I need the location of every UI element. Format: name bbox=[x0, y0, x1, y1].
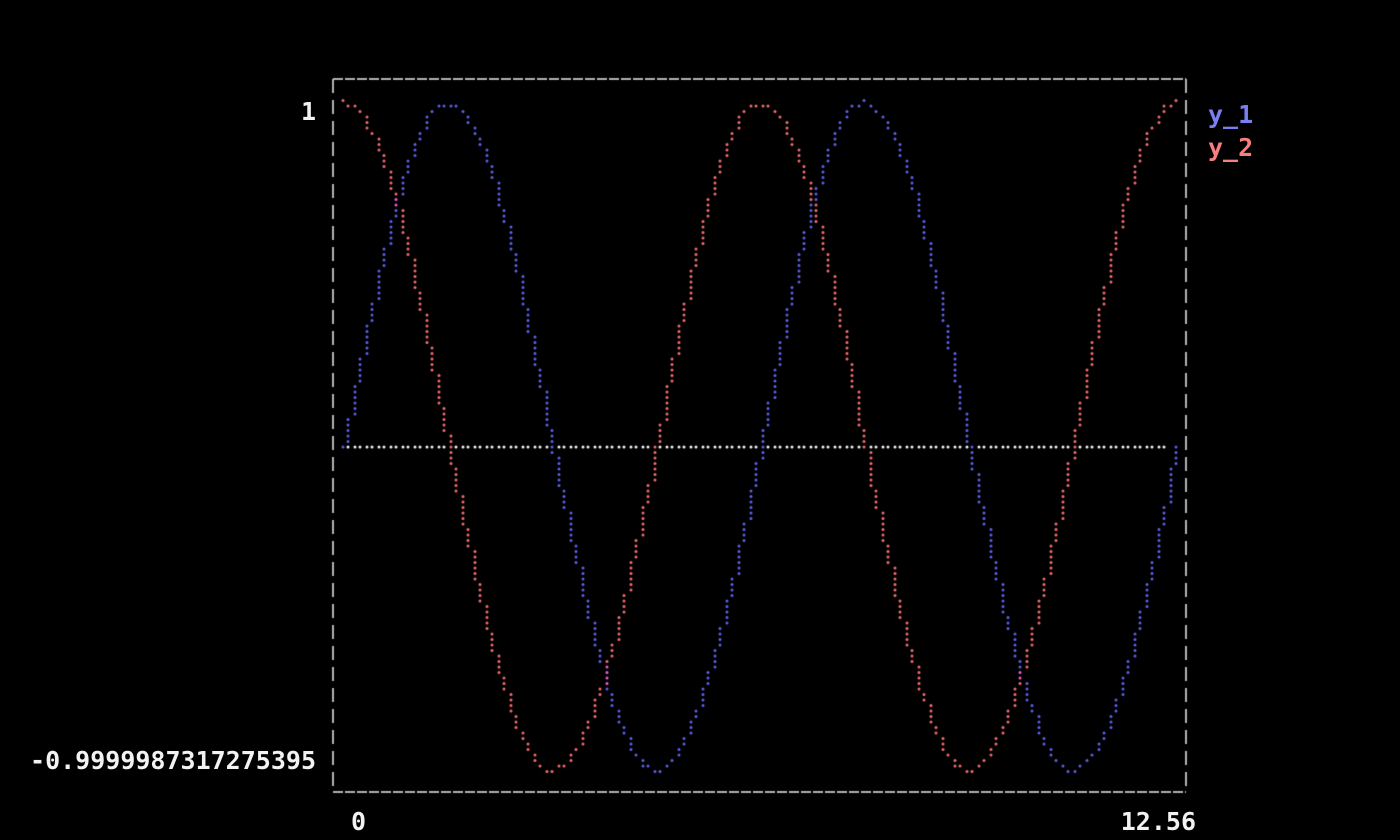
y-axis-min-tick-label: -0.9999987317275395 bbox=[30, 746, 316, 775]
y-axis-max-tick-label: 1 bbox=[300, 97, 316, 126]
x-axis-min-tick-label: 0 bbox=[351, 807, 367, 836]
legend-item-y1: y_1 bbox=[1208, 100, 1254, 129]
x-axis-max-tick-label: 12.56 bbox=[1120, 807, 1196, 836]
legend-item-y2: y_2 bbox=[1208, 133, 1254, 162]
